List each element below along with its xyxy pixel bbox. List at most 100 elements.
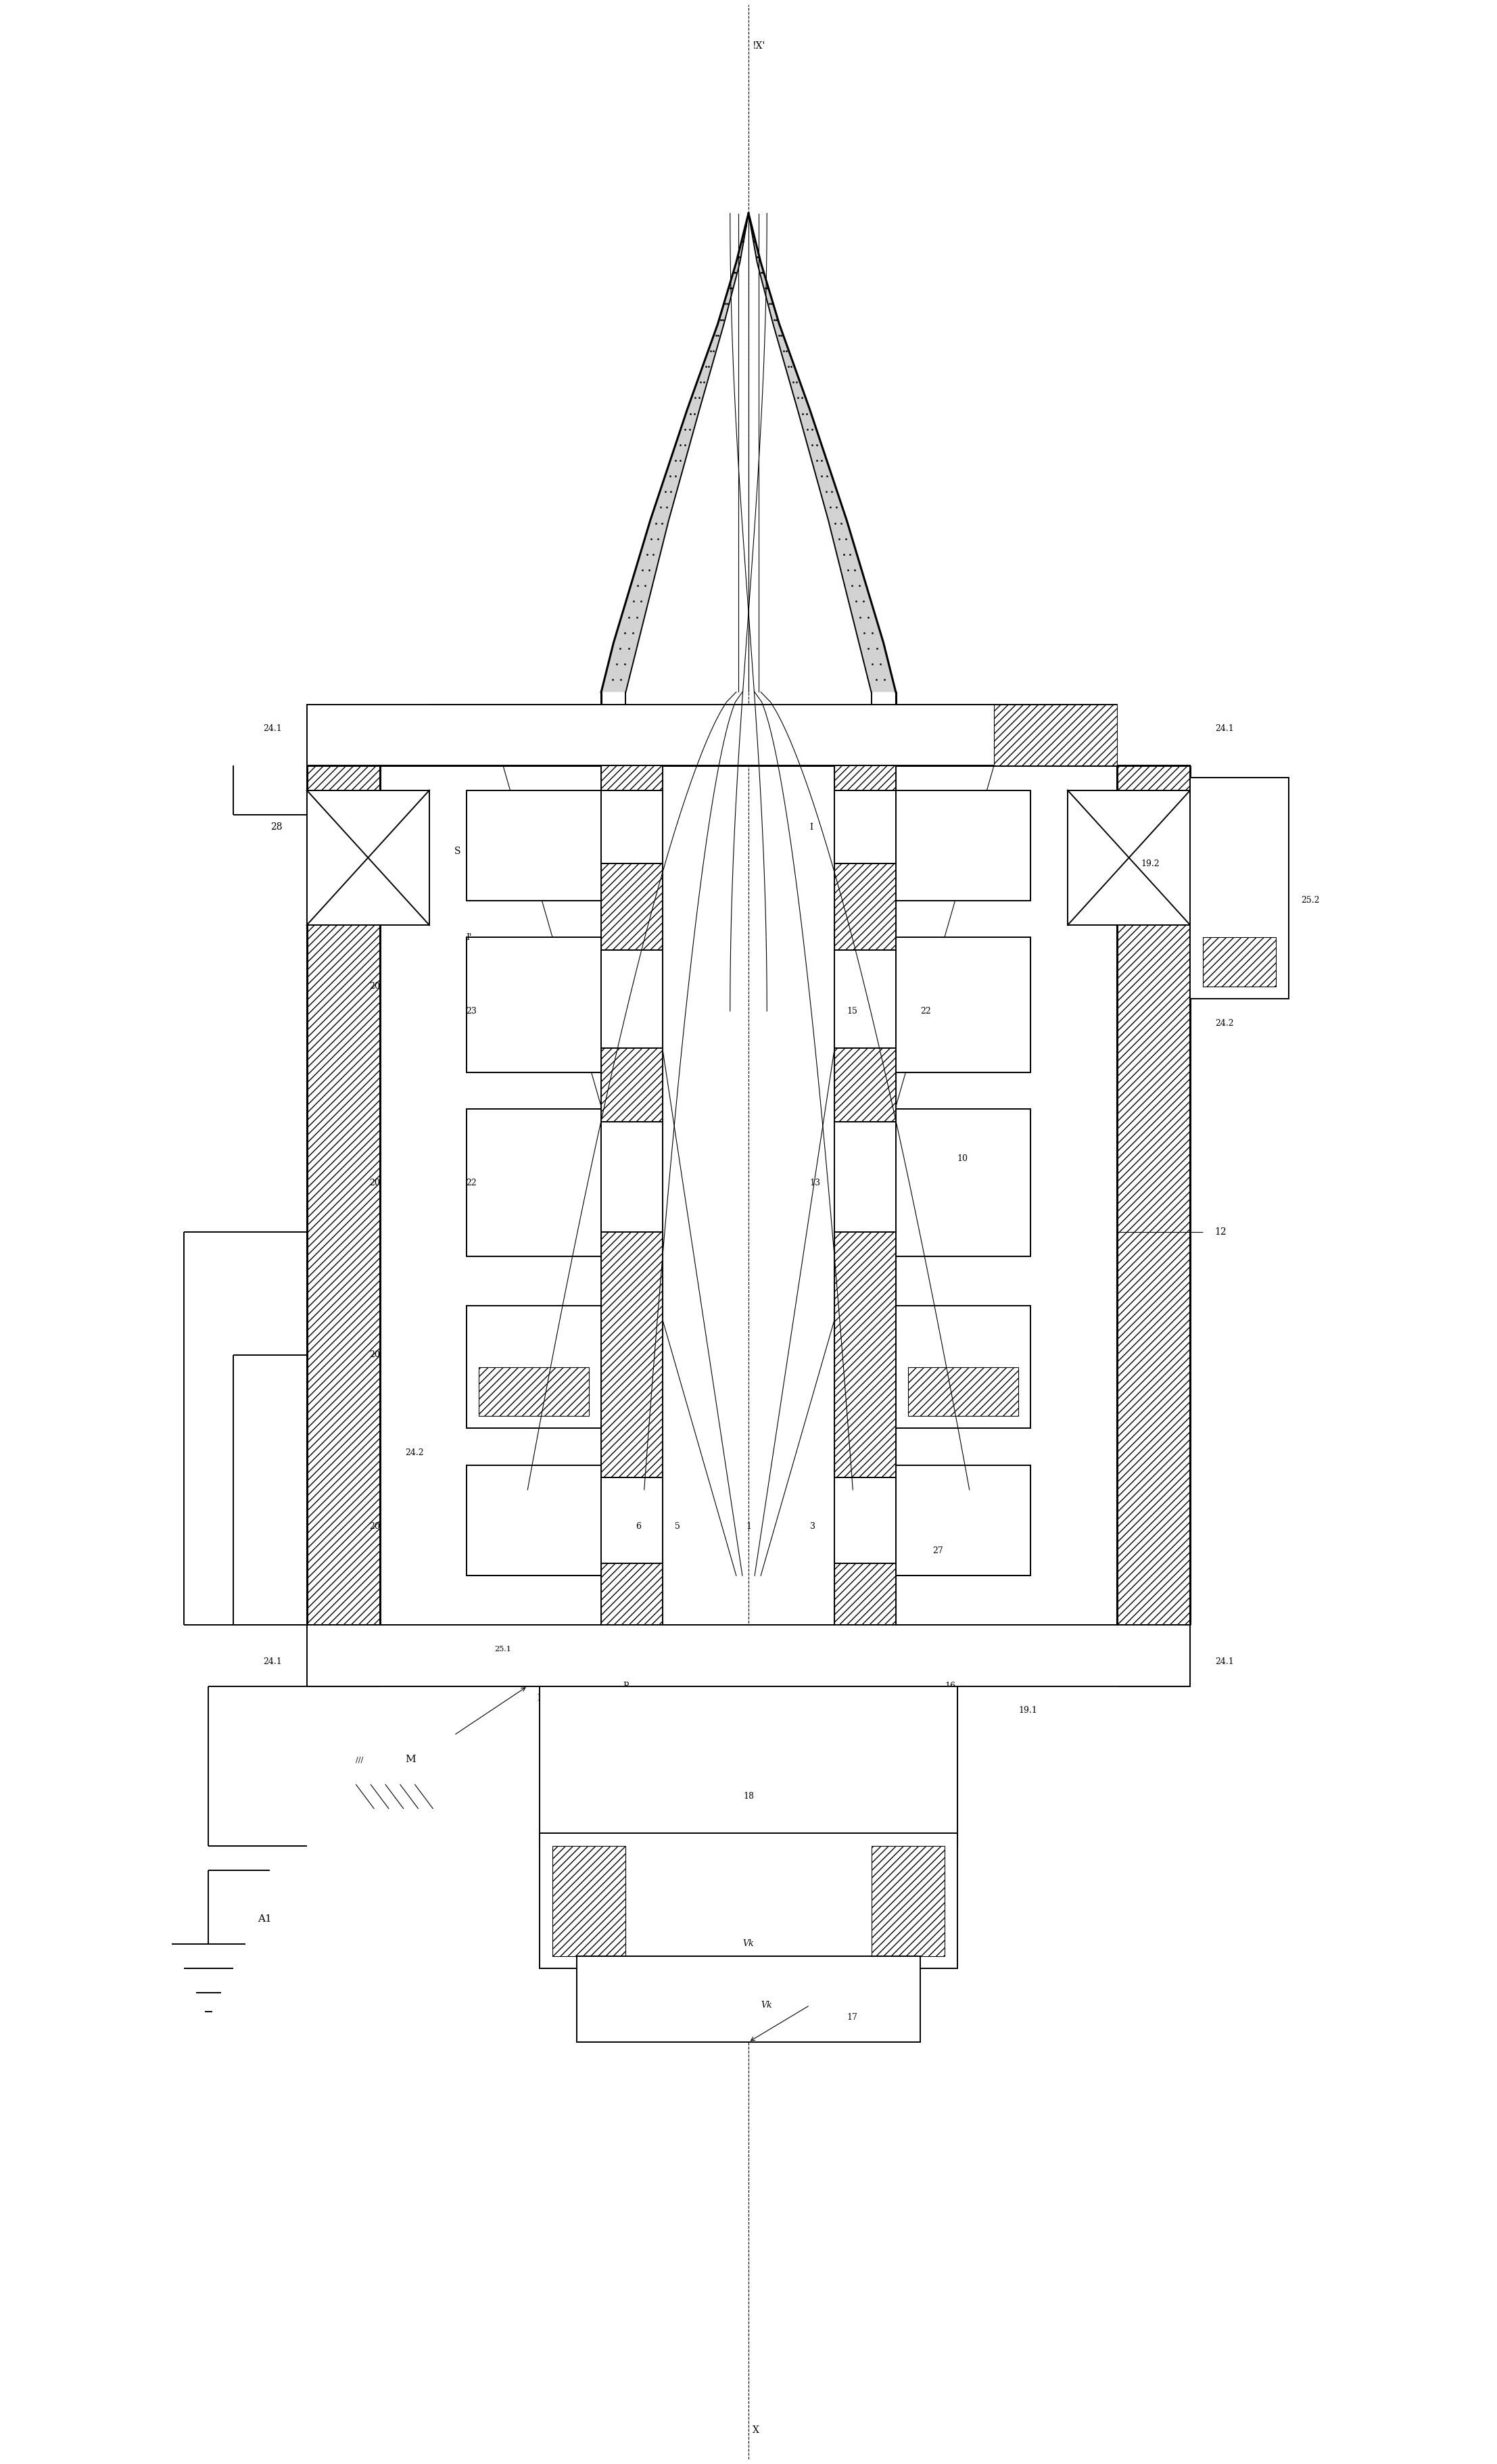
Bar	[994, 705, 1117, 766]
Text: A1: A1	[257, 1915, 271, 1924]
Text: 24.1: 24.1	[263, 724, 281, 734]
Bar	[307, 1624, 1190, 1685]
Polygon shape	[798, 409, 847, 520]
Text: 24.1: 24.1	[1216, 724, 1234, 734]
Bar	[895, 791, 1031, 902]
Bar	[479, 1368, 588, 1417]
Text: E: E	[537, 1693, 543, 1703]
Bar	[895, 1306, 1031, 1429]
Text: 19.2: 19.2	[1141, 860, 1160, 867]
Bar	[895, 936, 1031, 1072]
Bar	[883, 1685, 957, 1846]
Text: !X': !X'	[751, 42, 765, 52]
Text: S: S	[454, 848, 461, 857]
Bar	[834, 766, 895, 1624]
Bar	[895, 1466, 1031, 1574]
Text: I: I	[810, 823, 813, 830]
Bar	[540, 1833, 957, 1969]
Text: 22: 22	[921, 1008, 931, 1015]
Bar	[466, 1466, 602, 1574]
Polygon shape	[719, 264, 740, 323]
Bar	[834, 1478, 895, 1562]
Bar	[871, 1846, 945, 1956]
Polygon shape	[772, 323, 810, 409]
Bar	[576, 1956, 921, 2043]
Text: 19.1: 19.1	[1018, 1705, 1037, 1715]
Bar	[466, 791, 602, 902]
Bar	[602, 1478, 663, 1562]
Text: 25.2: 25.2	[1301, 897, 1319, 904]
Bar	[1190, 779, 1289, 998]
Polygon shape	[748, 214, 760, 264]
Text: X: X	[751, 2425, 759, 2434]
Text: P: P	[623, 1683, 629, 1690]
Bar	[834, 1121, 895, 1232]
Polygon shape	[650, 409, 699, 520]
Bar	[466, 936, 602, 1072]
Text: 27: 27	[933, 1547, 943, 1555]
Bar	[307, 791, 430, 924]
Polygon shape	[602, 643, 638, 692]
Bar	[307, 766, 380, 1624]
Bar	[602, 766, 663, 1624]
Text: 16: 16	[945, 1683, 955, 1690]
Bar	[552, 1846, 626, 1956]
Text: 24.1: 24.1	[263, 1658, 281, 1666]
Text: 28: 28	[271, 823, 281, 833]
Text: 23: 23	[466, 1008, 478, 1015]
Text: 1: 1	[746, 1523, 751, 1530]
Text: Vk: Vk	[760, 2001, 772, 2011]
Text: 20: 20	[370, 1523, 380, 1530]
Bar	[1202, 936, 1277, 986]
Bar	[834, 949, 895, 1047]
Bar	[602, 791, 663, 865]
Text: 20: 20	[370, 983, 380, 991]
Polygon shape	[828, 520, 883, 643]
Bar	[1117, 1624, 1190, 1685]
Bar	[834, 791, 895, 865]
Bar	[909, 1368, 1018, 1417]
Polygon shape	[614, 520, 669, 643]
Bar	[895, 1109, 1031, 1257]
Text: 24.1: 24.1	[1216, 1658, 1234, 1666]
Text: ///: ///	[356, 1757, 364, 1764]
Bar	[307, 705, 1117, 766]
Text: 22: 22	[466, 1178, 478, 1188]
Text: 24.1: 24.1	[1216, 909, 1234, 917]
Text: Vk: Vk	[743, 1939, 754, 1949]
Bar	[540, 1685, 957, 1846]
Bar	[895, 1466, 1031, 1574]
Polygon shape	[757, 264, 778, 323]
Text: 24.2: 24.2	[1216, 1020, 1234, 1027]
Text: 20: 20	[370, 1178, 380, 1188]
Text: 10: 10	[957, 1153, 969, 1163]
Text: 25.1: 25.1	[494, 1646, 512, 1653]
Bar	[895, 1109, 1031, 1257]
Bar	[895, 936, 1031, 1072]
Bar	[307, 1624, 380, 1685]
Text: 6: 6	[635, 1523, 641, 1530]
Text: 12: 12	[1216, 1227, 1226, 1237]
Bar	[895, 791, 1031, 902]
Text: 18: 18	[743, 1791, 754, 1801]
Bar	[307, 705, 430, 766]
Text: 24.2: 24.2	[404, 1449, 424, 1456]
Bar	[602, 949, 663, 1047]
Bar	[466, 936, 602, 1072]
Polygon shape	[737, 214, 748, 264]
Bar	[466, 1466, 602, 1574]
Bar	[1117, 766, 1190, 1624]
Polygon shape	[859, 643, 895, 692]
Bar	[466, 1306, 602, 1429]
Bar	[466, 1109, 602, 1257]
Bar	[602, 1121, 663, 1232]
Text: 15: 15	[847, 1008, 858, 1015]
Text: 13: 13	[810, 1178, 820, 1188]
Bar	[466, 1109, 602, 1257]
Text: 20: 20	[370, 1350, 380, 1360]
Bar	[1067, 791, 1190, 924]
Text: 5: 5	[675, 1523, 680, 1530]
Text: 3: 3	[810, 1523, 816, 1530]
Text: I': I'	[466, 934, 472, 941]
Bar	[466, 791, 602, 902]
